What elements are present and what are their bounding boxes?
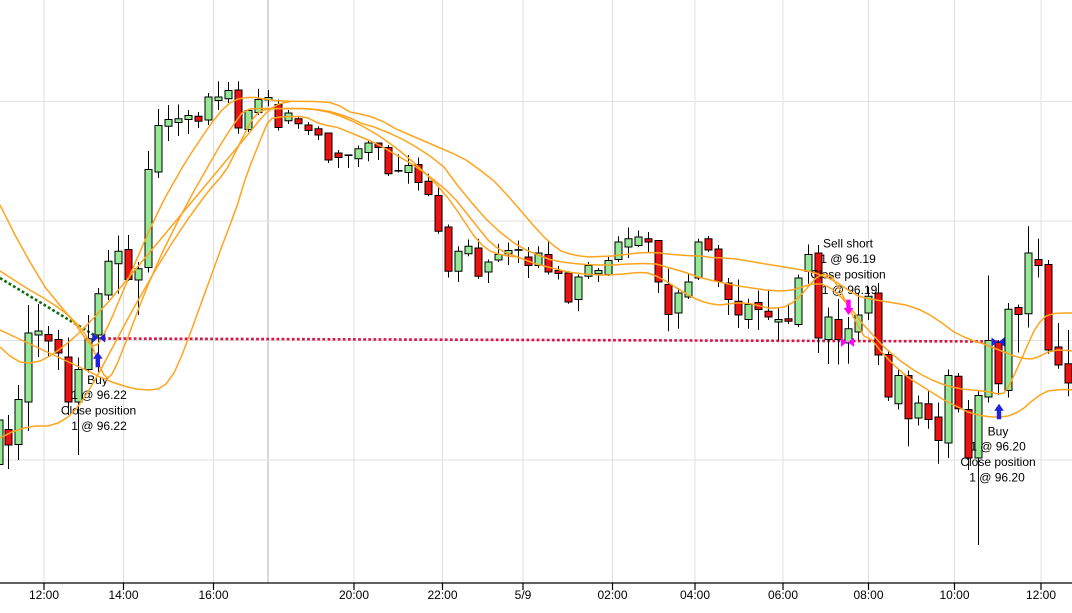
svg-text:04:00: 04:00 [680,588,710,602]
svg-text:5/9: 5/9 [515,588,532,602]
svg-text:Buy: Buy [988,424,1009,438]
svg-text:1 @ 96.20: 1 @ 96.20 [970,440,1026,454]
svg-text:02:00: 02:00 [597,588,627,602]
svg-text:1 @ 96.19: 1 @ 96.19 [820,252,876,266]
svg-text:20:00: 20:00 [339,588,369,602]
svg-text:08:00: 08:00 [853,588,883,602]
svg-text:16:00: 16:00 [198,588,228,602]
svg-text:06:00: 06:00 [768,588,798,602]
svg-text:12:00: 12:00 [1026,588,1056,602]
svg-text:Sell short: Sell short [823,237,874,251]
svg-text:12:00: 12:00 [29,588,59,602]
svg-text:Close position: Close position [61,404,136,418]
svg-text:10:00: 10:00 [939,588,969,602]
svg-text:Close position: Close position [960,455,1035,469]
svg-text:14:00: 14:00 [108,588,138,602]
svg-text:1 @ 96.20: 1 @ 96.20 [969,471,1025,485]
svg-text:1 @ 96.22: 1 @ 96.22 [71,419,127,433]
svg-text:22:00: 22:00 [427,588,457,602]
svg-text:1 @ 96.22: 1 @ 96.22 [71,388,127,402]
svg-text:1 @ 96.19: 1 @ 96.19 [822,283,878,297]
